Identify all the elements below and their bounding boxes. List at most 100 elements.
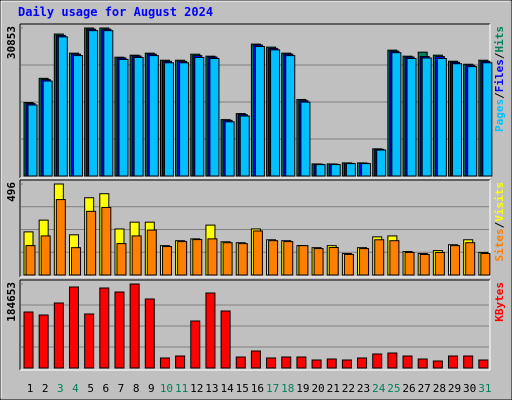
bar xyxy=(296,356,307,369)
x-tick-label: 5 xyxy=(87,382,94,395)
bar xyxy=(23,311,34,369)
bar xyxy=(224,121,235,177)
x-tick-label: 10 xyxy=(160,382,173,395)
bar xyxy=(205,292,216,369)
x-tick-label: 23 xyxy=(357,382,370,395)
bar xyxy=(326,358,337,369)
x-tick-label: 22 xyxy=(342,382,355,395)
bar xyxy=(432,360,443,369)
bar xyxy=(298,245,309,276)
x-tick-label: 1 xyxy=(27,382,34,395)
y-tick-label: 30853 xyxy=(5,26,18,59)
x-tick-label: 30 xyxy=(463,382,476,395)
bar xyxy=(311,359,322,369)
x-tick-label: 8 xyxy=(133,382,140,395)
bar xyxy=(38,314,49,369)
x-tick-label: 19 xyxy=(296,382,309,395)
x-tick-label: 7 xyxy=(118,382,125,395)
bar xyxy=(283,241,294,276)
bar xyxy=(88,30,99,177)
bar xyxy=(53,302,64,369)
bar xyxy=(436,57,447,177)
x-tick-label: 15 xyxy=(236,382,249,395)
bar xyxy=(114,291,125,369)
bar xyxy=(101,206,112,276)
bar xyxy=(99,287,110,369)
x-tick-label: 2 xyxy=(42,382,49,395)
bar xyxy=(72,55,83,177)
bar xyxy=(480,253,491,276)
bar xyxy=(417,358,428,369)
bar xyxy=(144,298,155,369)
bar xyxy=(118,58,129,177)
bar xyxy=(159,357,170,369)
bar xyxy=(116,243,127,276)
legend-entry: Pages xyxy=(493,99,506,132)
bar xyxy=(448,355,459,369)
x-tick-label: 20 xyxy=(311,382,324,395)
bar xyxy=(343,253,354,276)
x-tick-label: 27 xyxy=(418,382,431,395)
bar xyxy=(84,313,95,369)
legend-entry: Visits xyxy=(493,182,506,222)
bar xyxy=(387,352,398,369)
bar xyxy=(40,235,51,276)
bar xyxy=(190,320,201,369)
bar xyxy=(239,115,250,177)
x-tick-label: 14 xyxy=(220,382,234,395)
bar xyxy=(315,164,326,177)
chart-title: Daily usage for August 2024 xyxy=(18,5,213,19)
bar xyxy=(281,356,292,369)
bar xyxy=(478,359,489,369)
legend-separator: / xyxy=(493,92,506,99)
bar xyxy=(361,163,372,177)
bar xyxy=(222,242,233,276)
bar xyxy=(163,62,174,177)
x-tick-label: 4 xyxy=(72,382,79,395)
bar xyxy=(434,251,445,276)
bar xyxy=(465,242,476,276)
legend: Pages/Files/Hits xyxy=(493,26,506,132)
bar xyxy=(300,101,311,177)
bar xyxy=(359,248,370,276)
bar xyxy=(177,241,188,276)
bar xyxy=(252,230,263,276)
bar xyxy=(42,80,53,177)
bar xyxy=(372,353,383,369)
x-tick-label: 18 xyxy=(281,382,294,395)
legend-separator: / xyxy=(493,221,506,228)
legend-entry: Hits xyxy=(493,26,506,53)
legend-entry: KBytes xyxy=(493,282,506,322)
x-tick-label: 31 xyxy=(478,382,491,395)
bar xyxy=(406,57,417,177)
bar xyxy=(133,57,144,177)
x-tick-label: 24 xyxy=(372,382,386,395)
bar xyxy=(419,253,430,276)
bar xyxy=(129,283,140,369)
bar xyxy=(131,235,142,276)
bar xyxy=(270,49,281,177)
legend-separator: / xyxy=(493,52,506,59)
y-tick-label: 184653 xyxy=(5,282,18,322)
x-tick-label: 6 xyxy=(102,382,109,395)
bar xyxy=(192,239,203,276)
x-tick-label: 28 xyxy=(433,382,446,395)
bar xyxy=(148,55,159,177)
bar xyxy=(376,149,387,177)
x-tick-label: 13 xyxy=(205,382,218,395)
bar xyxy=(27,104,38,177)
bar xyxy=(341,359,352,369)
legend: KBytes xyxy=(493,282,506,322)
bar xyxy=(55,199,66,276)
legend-entry: Sites xyxy=(493,228,506,261)
bar xyxy=(68,286,79,369)
bar xyxy=(328,246,339,276)
x-tick-label: 16 xyxy=(251,382,264,395)
x-tick-label: 3 xyxy=(57,382,64,395)
bar xyxy=(194,57,205,177)
x-tick-label: 11 xyxy=(175,382,188,395)
bar xyxy=(357,357,368,369)
bar xyxy=(330,164,341,177)
bar xyxy=(250,350,261,369)
